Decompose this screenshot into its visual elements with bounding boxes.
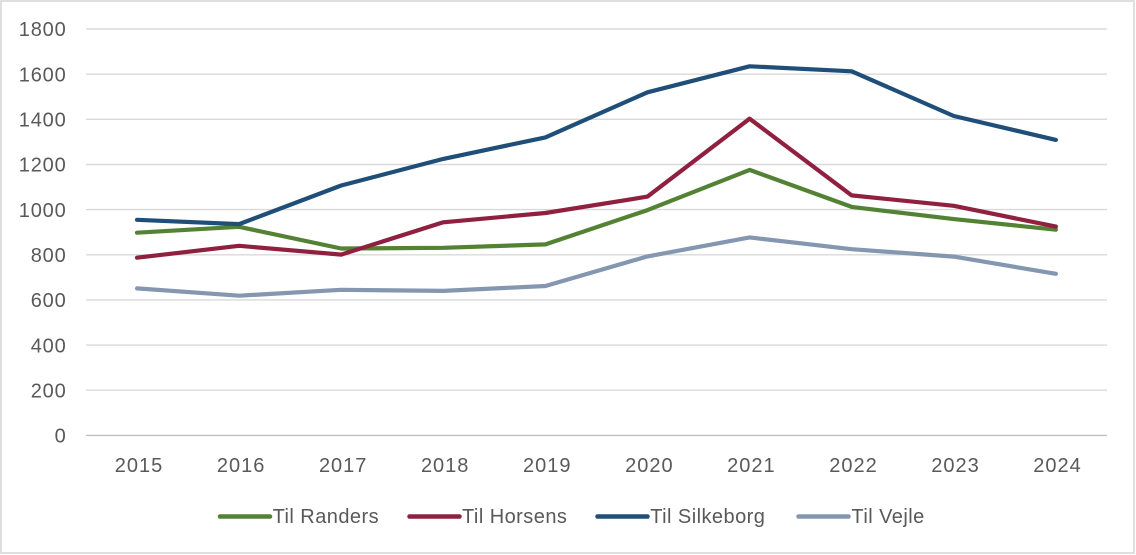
svg-text:2024: 2024	[1033, 455, 1082, 477]
svg-text:1000: 1000	[19, 200, 67, 222]
svg-text:2016: 2016	[217, 455, 266, 477]
svg-text:1200: 1200	[19, 155, 67, 177]
svg-text:600: 600	[31, 290, 67, 312]
svg-text:1600: 1600	[19, 64, 67, 86]
svg-text:200: 200	[31, 380, 67, 402]
svg-text:2020: 2020	[625, 455, 674, 477]
svg-text:1800: 1800	[19, 19, 67, 41]
svg-text:2022: 2022	[829, 455, 878, 477]
svg-text:2018: 2018	[421, 455, 470, 477]
svg-text:400: 400	[31, 335, 67, 357]
svg-text:2019: 2019	[523, 455, 572, 477]
svg-text:Til Horsens: Til Horsens	[462, 506, 567, 528]
svg-text:Til Randers: Til Randers	[273, 506, 379, 528]
svg-text:Til Silkeborg: Til Silkeborg	[650, 506, 765, 528]
svg-text:1400: 1400	[19, 110, 67, 132]
svg-text:0: 0	[55, 426, 67, 448]
svg-text:Til Vejle: Til Vejle	[851, 506, 924, 528]
svg-text:2021: 2021	[727, 455, 776, 477]
svg-text:2023: 2023	[931, 455, 980, 477]
svg-text:800: 800	[31, 245, 67, 267]
svg-text:2017: 2017	[319, 455, 368, 477]
svg-text:2015: 2015	[115, 455, 164, 477]
